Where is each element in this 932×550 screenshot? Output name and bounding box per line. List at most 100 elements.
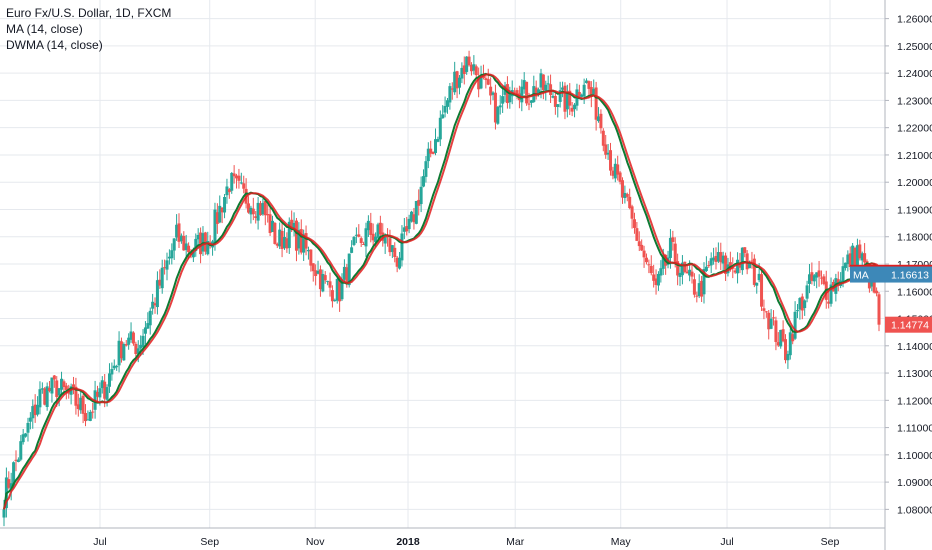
candle <box>131 331 135 346</box>
candle <box>187 242 191 259</box>
candle <box>654 269 658 295</box>
candle <box>592 79 596 97</box>
candle <box>76 393 80 417</box>
candle <box>846 250 850 272</box>
candle <box>14 450 18 472</box>
candle <box>256 196 260 230</box>
candle <box>357 224 361 238</box>
candle <box>72 376 76 395</box>
candle <box>647 259 651 274</box>
candle <box>227 187 231 199</box>
candle <box>580 93 584 98</box>
candle <box>91 402 95 419</box>
candle <box>304 225 308 256</box>
candle <box>733 268 737 274</box>
candle <box>609 142 613 176</box>
candle <box>215 203 219 234</box>
candle <box>460 62 464 84</box>
candle <box>764 311 768 318</box>
candle <box>721 251 725 273</box>
candle <box>855 238 859 268</box>
ma-line <box>3 72 880 510</box>
candle <box>462 56 466 85</box>
candle <box>784 334 788 364</box>
candle <box>781 320 785 343</box>
candle <box>817 260 821 287</box>
candle <box>719 242 723 271</box>
candle <box>364 222 368 257</box>
candle <box>762 299 766 320</box>
candle <box>177 213 181 249</box>
candle <box>465 56 469 75</box>
candle <box>155 271 159 315</box>
candle <box>100 376 104 394</box>
candle <box>704 256 708 273</box>
candle <box>513 87 517 94</box>
candle <box>110 362 114 381</box>
candle <box>522 72 526 94</box>
y-tick-label: 1.23000 <box>897 95 932 107</box>
candle <box>489 77 493 105</box>
candle <box>599 109 603 134</box>
candle <box>815 272 819 289</box>
candle <box>525 81 529 106</box>
candle <box>88 409 92 422</box>
dwma-line <box>3 73 880 510</box>
candle <box>52 375 56 388</box>
candle <box>642 245 646 268</box>
candle <box>359 236 363 248</box>
candle <box>330 285 334 308</box>
candle <box>429 140 433 158</box>
candle <box>616 155 620 181</box>
y-tick-label: 1.13000 <box>897 368 932 380</box>
candle <box>582 78 586 105</box>
candle <box>400 225 404 267</box>
candle <box>170 243 174 265</box>
axis-tag-value: 1.14774 <box>891 320 929 332</box>
candle <box>160 259 164 294</box>
candle <box>21 429 25 445</box>
candle <box>84 404 88 427</box>
candle <box>422 169 426 188</box>
candle <box>827 291 831 309</box>
y-tick-label: 1.26000 <box>897 14 932 26</box>
candle <box>585 78 589 84</box>
candle <box>597 107 601 123</box>
candle <box>493 84 497 130</box>
candle <box>60 371 64 395</box>
candle <box>858 239 862 261</box>
candle <box>501 86 505 113</box>
y-tick-label: 1.09000 <box>897 477 932 489</box>
candle <box>124 340 128 347</box>
ma-legend: MA (14, close) <box>6 22 83 36</box>
candle <box>836 271 840 292</box>
candle <box>297 222 301 255</box>
candle <box>117 331 121 373</box>
candle <box>335 278 339 304</box>
candle <box>558 81 562 108</box>
y-tick-label: 1.16000 <box>897 286 932 298</box>
candle <box>40 382 44 394</box>
candle <box>36 396 40 417</box>
candle <box>791 331 795 345</box>
candle <box>410 210 414 223</box>
candle <box>486 68 490 86</box>
candle <box>649 255 653 276</box>
candle <box>393 242 397 263</box>
candle <box>402 218 406 240</box>
candle <box>263 200 267 226</box>
candle <box>417 189 421 216</box>
x-tick-label: Mar <box>506 536 525 548</box>
candle <box>611 166 615 180</box>
candle <box>561 81 565 98</box>
candle <box>318 265 322 297</box>
candle <box>529 99 533 108</box>
candle <box>43 386 47 406</box>
candle <box>678 264 682 286</box>
candle <box>273 221 277 245</box>
y-tick-label: 1.10000 <box>897 450 932 462</box>
x-tick-label: Sep <box>200 536 219 548</box>
candle <box>107 363 111 393</box>
